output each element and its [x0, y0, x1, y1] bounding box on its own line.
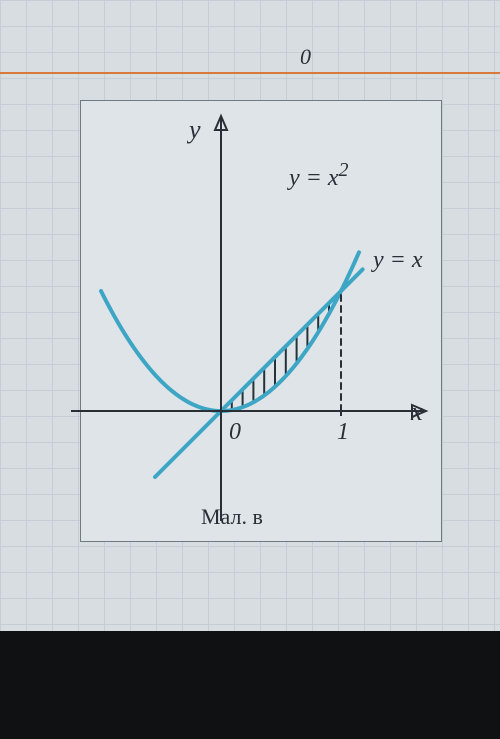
- top-rule: [0, 72, 500, 74]
- parabola-label: y = x2: [289, 159, 349, 192]
- axes: [71, 116, 426, 521]
- bottom-bar: [0, 631, 500, 739]
- y-axis-label: y: [189, 115, 201, 145]
- one-label: 1: [337, 419, 349, 446]
- parabola-curve: [101, 252, 359, 411]
- figure-caption: Мал. в: [201, 504, 263, 530]
- x-axis-label: x: [411, 397, 423, 427]
- line-curve: [155, 269, 363, 477]
- chart-card: y x 0 1 y = x2 y = x Мал. в: [80, 100, 442, 542]
- origin-label: 0: [229, 419, 241, 446]
- chart-svg: [81, 101, 441, 541]
- top-zero-label: 0: [300, 44, 311, 70]
- line-label: y = x: [373, 247, 423, 274]
